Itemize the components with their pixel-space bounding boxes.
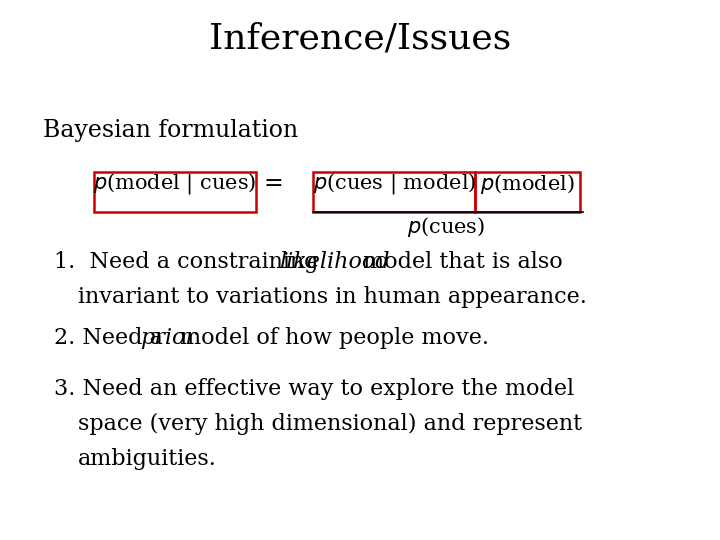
- Text: 3. Need an effective way to explore the model: 3. Need an effective way to explore the …: [54, 378, 574, 400]
- Text: Inference/Issues: Inference/Issues: [209, 22, 511, 56]
- Text: $p$(model): $p$(model): [480, 172, 575, 195]
- Text: $p$(model | cues): $p$(model | cues): [93, 171, 256, 196]
- Text: model of how people move.: model of how people move.: [173, 327, 489, 349]
- Text: 2. Need a: 2. Need a: [54, 327, 170, 349]
- Text: invariant to variations in human appearance.: invariant to variations in human appeara…: [78, 286, 587, 308]
- Text: Bayesian formulation: Bayesian formulation: [43, 119, 298, 142]
- Text: prior: prior: [140, 327, 197, 349]
- Text: =: =: [264, 172, 284, 195]
- Text: space (very high dimensional) and represent: space (very high dimensional) and repres…: [78, 413, 582, 435]
- Text: likelihood: likelihood: [279, 251, 390, 273]
- Text: ambiguities.: ambiguities.: [78, 448, 217, 470]
- Text: $p$(cues): $p$(cues): [408, 215, 485, 239]
- Text: model that is also: model that is also: [356, 251, 562, 273]
- Text: $p$(cues | model): $p$(cues | model): [312, 171, 476, 196]
- Text: 1.  Need a constraining: 1. Need a constraining: [54, 251, 325, 273]
